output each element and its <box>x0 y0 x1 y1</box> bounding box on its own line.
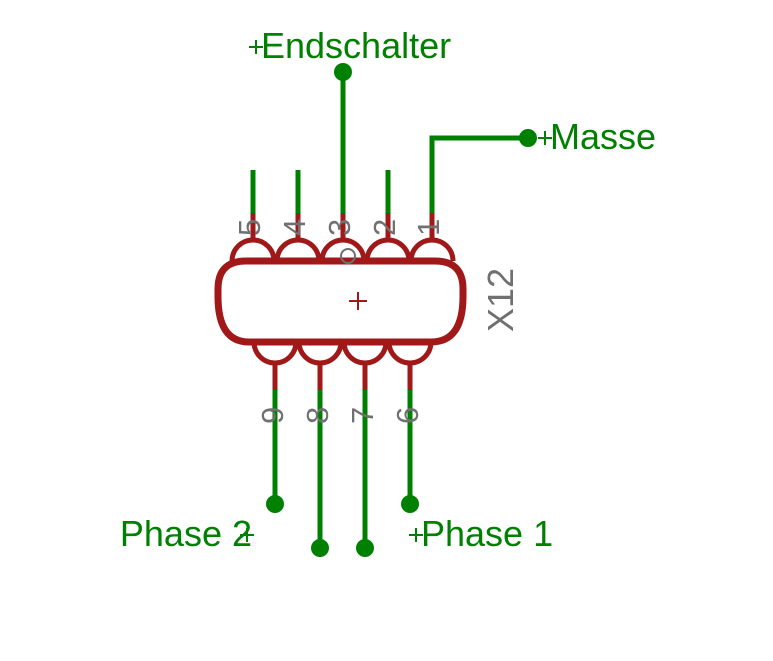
pin-label-5: 5 <box>232 219 267 236</box>
pin-label-3: 3 <box>322 219 357 236</box>
pin-label-7: 7 <box>345 407 380 424</box>
schematic-canvas: 54321 9876 X12 Endschalter Masse Phase 2 Phase… <box>0 0 773 661</box>
wire-pin1 <box>432 138 528 213</box>
net-label-phase-1: Phase 1 <box>421 513 553 554</box>
pin-label-9: 9 <box>255 407 290 424</box>
junction-pin7 <box>356 539 374 557</box>
junction-pin9 <box>266 495 284 513</box>
pin-label-2: 2 <box>367 219 402 236</box>
pin-label-8: 8 <box>300 407 335 424</box>
net-label-masse: Masse <box>550 116 656 157</box>
junction-pin6 <box>401 495 419 513</box>
pin-label-4: 4 <box>277 219 312 236</box>
junction-pin8 <box>311 539 329 557</box>
pin-label-1: 1 <box>411 219 446 236</box>
connector-outline <box>218 261 463 342</box>
refdes: X12 <box>480 268 521 332</box>
connector-x12: 54321 9876 X12 <box>218 213 521 424</box>
pin-label-6: 6 <box>390 407 425 424</box>
net-label-endschalter: Endschalter <box>261 25 451 66</box>
net-label-phase-2: Phase 2 <box>120 513 252 554</box>
junction-pin1 <box>519 129 537 147</box>
